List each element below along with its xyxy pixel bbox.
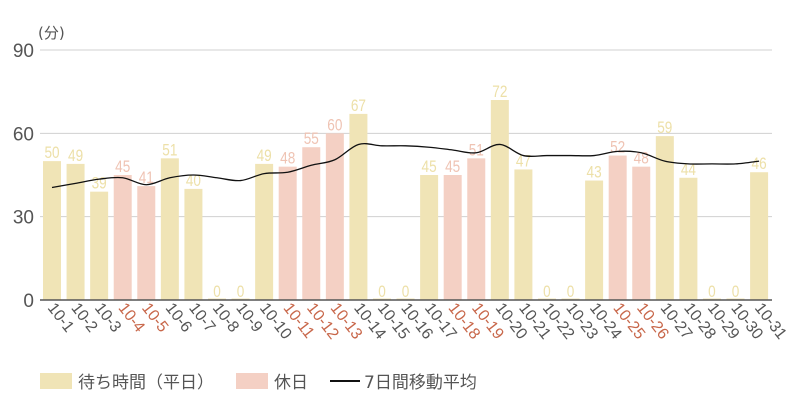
bar (420, 175, 439, 300)
bar-value-label: 72 (492, 83, 507, 102)
bar-value-label: 52 (610, 138, 625, 157)
bar-value-label: 59 (657, 119, 672, 138)
y-tick-label: 30 (13, 208, 34, 229)
bar (90, 191, 109, 300)
bar-value-label: 41 (139, 169, 154, 188)
y-axis-unit: (分) (38, 24, 65, 42)
bar-value-label: 43 (587, 163, 602, 182)
legend-item-average: 7日間移動平均 (330, 368, 477, 393)
bar-value-label: 51 (469, 141, 484, 160)
bar (137, 186, 156, 300)
bar-value-label: 67 (351, 97, 366, 116)
bar-value-label: 0 (543, 283, 551, 302)
bar-value-label: 46 (752, 155, 767, 174)
x-axis-tick-labels: 10-110-210-310-410-510-610-710-810-910-1… (44, 300, 790, 343)
bar-value-label: 51 (162, 141, 177, 160)
bar (278, 166, 297, 300)
bar (443, 175, 462, 300)
bar (514, 169, 533, 300)
bars (43, 100, 769, 300)
bar-value-label: 0 (213, 283, 221, 302)
bar (66, 163, 85, 300)
bar (608, 155, 627, 300)
bar-value-label: 49 (68, 147, 83, 166)
bar-value-label: 0 (732, 283, 740, 302)
bar-value-label: 0 (708, 283, 716, 302)
holiday-swatch (236, 372, 268, 389)
x-tick-label: 10-1 (44, 300, 77, 336)
y-axis: 0 30 60 90 (13, 41, 34, 312)
legend-label-average: 7日間移動平均 (364, 373, 477, 393)
bar-value-label: 49 (257, 147, 272, 166)
line-swatch (330, 379, 360, 382)
bar-value-label: 0 (237, 283, 245, 302)
bar-value-label: 60 (327, 116, 342, 135)
bar (325, 133, 344, 300)
bar (349, 113, 368, 300)
bar-value-label: 45 (445, 158, 460, 177)
bar (184, 188, 203, 300)
bar-value-label: 39 (92, 174, 107, 193)
bar-value-label: 40 (186, 172, 201, 191)
bar (490, 100, 509, 300)
bar (43, 161, 61, 300)
bar-value-label: 55 (304, 130, 319, 149)
bar (467, 158, 486, 300)
legend-label-holiday: 休日 (274, 373, 308, 393)
weekday-swatch (40, 372, 72, 389)
bar (113, 175, 132, 300)
bar-value-label: 0 (402, 283, 410, 302)
bar (160, 158, 179, 300)
bar (679, 177, 698, 300)
bar-value-label: 0 (567, 283, 575, 302)
bar-value-label: 50 (44, 144, 59, 163)
bar-value-label: 0 (378, 283, 386, 302)
bar-value-label: 44 (681, 160, 697, 179)
legend-item-holiday: 休日 (236, 368, 308, 393)
y-tick-label: 0 (23, 291, 34, 312)
bar (255, 163, 274, 300)
y-tick-label: 60 (13, 124, 34, 145)
bar (302, 147, 321, 300)
bar (585, 180, 604, 300)
bar-value-label: 47 (516, 152, 531, 171)
legend: 待ち時間（平日） 休日 7日間移動平均 (40, 368, 499, 393)
legend-item-weekday: 待ち時間（平日） (40, 368, 214, 393)
bar (750, 172, 769, 300)
bar (655, 136, 674, 300)
legend-label-weekday: 待ち時間（平日） (78, 373, 214, 393)
bar (632, 166, 651, 300)
bar-value-label: 48 (280, 149, 295, 168)
y-tick-label: 90 (13, 41, 34, 62)
moving-average-line (51, 143, 760, 189)
bar-value-label: 45 (115, 158, 130, 177)
bar-value-label: 45 (422, 158, 437, 177)
